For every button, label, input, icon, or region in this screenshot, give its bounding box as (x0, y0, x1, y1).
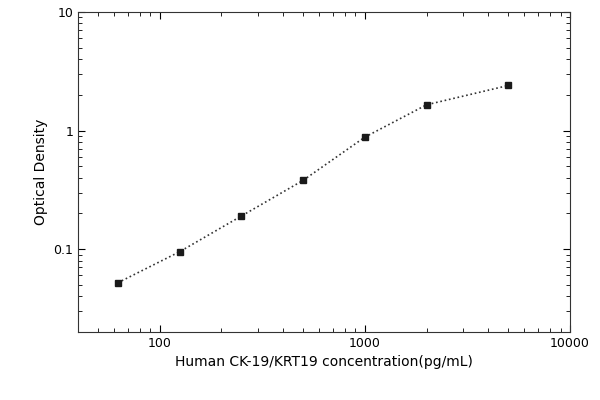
X-axis label: Human CK-19/KRT19 concentration(pg/mL): Human CK-19/KRT19 concentration(pg/mL) (175, 356, 473, 370)
Y-axis label: Optical Density: Optical Density (34, 119, 48, 225)
